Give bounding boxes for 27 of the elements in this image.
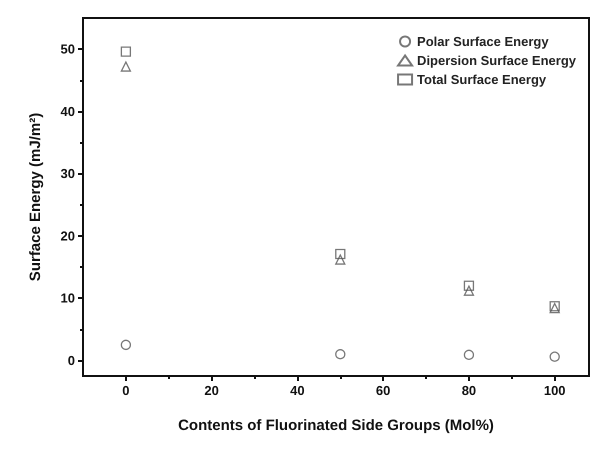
point <box>335 254 346 265</box>
y-tick-label: 50 <box>60 42 75 57</box>
point <box>120 61 132 72</box>
point <box>335 248 346 260</box>
x-tick-label: 40 <box>290 383 305 398</box>
x-tick-label: 0 <box>122 383 130 398</box>
x-tick-label: 100 <box>544 383 566 398</box>
point <box>120 46 132 57</box>
x-tick-label: 20 <box>204 383 219 398</box>
x-axis-title: Contents of Fluorinated Side Groups (Mol%) <box>178 417 494 434</box>
point <box>464 350 474 360</box>
y-tick-label: 20 <box>60 228 75 244</box>
legend-label: Dipersion Surface Energy <box>417 53 577 68</box>
y-axis-title: Surface Energy (mJ/m²) <box>27 112 44 282</box>
point <box>120 340 132 350</box>
point <box>335 349 346 360</box>
y-tick-label: 0 <box>68 352 75 368</box>
legend-label: Total Surface Energy <box>417 72 547 87</box>
point <box>464 286 474 296</box>
y-tick-label: 30 <box>60 166 75 182</box>
y-tick-label: 10 <box>60 290 75 306</box>
legend-label: Polar Surface Energy <box>417 34 550 49</box>
y-tick-label: 40 <box>60 104 75 119</box>
point <box>550 352 560 362</box>
x-tick-label: 80 <box>462 383 476 398</box>
x-tick-label: 60 <box>376 383 390 398</box>
point <box>464 280 474 291</box>
